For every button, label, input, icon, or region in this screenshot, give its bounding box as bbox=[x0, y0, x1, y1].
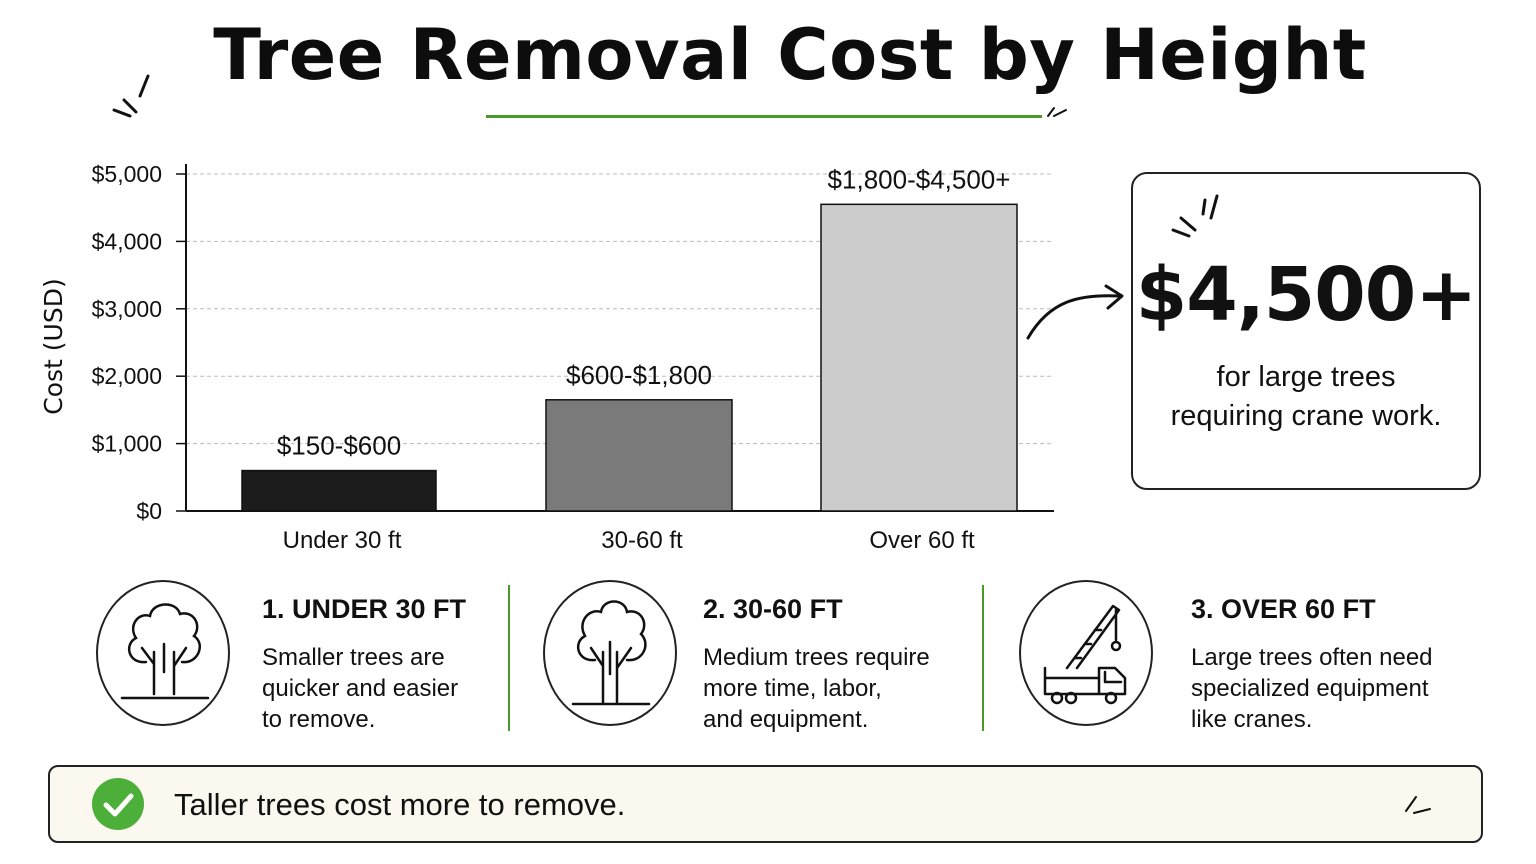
y-tick-label: $5,000 bbox=[92, 161, 162, 187]
description-line: Large trees often need bbox=[1191, 644, 1433, 671]
description-line: like cranes. bbox=[1191, 706, 1313, 733]
bar-chart: $0 $1,000 $2,000 $3,000 $4,000 $5,000 Cost (US… bbox=[39, 161, 1054, 554]
checkmark-icon bbox=[92, 778, 144, 830]
crane-truck-icon bbox=[1019, 580, 1153, 726]
category-30-60ft: 2. 30-60 FT Medium trees require more ti… bbox=[543, 580, 963, 735]
bar bbox=[241, 469, 437, 512]
summary-banner: Taller trees cost more to remove. bbox=[48, 765, 1483, 843]
sparkle-decoration-left bbox=[112, 74, 150, 118]
title-underline bbox=[486, 115, 1042, 118]
callout-box: $4,500+ for large trees requiring crane … bbox=[1131, 172, 1481, 490]
description-line: to remove. bbox=[262, 706, 376, 733]
description-line: Smaller trees are bbox=[262, 644, 445, 671]
column-divider bbox=[982, 585, 984, 731]
page-title: Tree Removal Cost by Height bbox=[213, 14, 1367, 96]
data-label: $600-$1,800 bbox=[566, 360, 712, 390]
arrow-to-callout-icon bbox=[1026, 284, 1124, 340]
category-description: Medium trees require more time, labor, a… bbox=[703, 642, 963, 735]
y-tick-label: $3,000 bbox=[92, 296, 162, 322]
description-line: Medium trees require bbox=[703, 644, 930, 671]
x-tick-label: 30-60 ft bbox=[601, 527, 683, 554]
description-line: and equipment. bbox=[703, 706, 869, 733]
callout-text: for large trees requiring crane work. bbox=[1133, 358, 1479, 436]
data-label: $1,800-$4,500+ bbox=[828, 164, 1011, 194]
category-title: 2. 30-60 FT bbox=[703, 594, 843, 624]
column-divider bbox=[508, 585, 510, 731]
sparkle-decoration-title bbox=[1047, 107, 1067, 117]
y-tick-label: $1,000 bbox=[92, 431, 162, 457]
bar bbox=[545, 399, 733, 512]
tree-icon bbox=[96, 580, 230, 726]
category-title: 3. OVER 60 FT bbox=[1191, 594, 1376, 624]
category-description: Large trees often need specialized equip… bbox=[1191, 642, 1451, 735]
y-tick-label: $0 bbox=[136, 498, 162, 524]
data-label: $150-$600 bbox=[277, 431, 401, 461]
tree-icon bbox=[543, 580, 677, 726]
description-line: more time, labor, bbox=[703, 675, 882, 702]
category-title: 1. UNDER 30 FT bbox=[262, 594, 467, 624]
sparkle-decoration-footer bbox=[1405, 796, 1431, 814]
x-tick-label: Under 30 ft bbox=[283, 527, 402, 554]
callout-text-line: for large trees bbox=[1216, 361, 1396, 393]
category-under-30ft: 1. UNDER 30 FT Smaller trees are quicker… bbox=[96, 580, 496, 733]
x-tick-label: Over 60 ft bbox=[869, 527, 975, 554]
summary-text: Taller trees cost more to remove. bbox=[174, 787, 626, 822]
y-axis-label: Cost (USD) bbox=[39, 278, 68, 414]
callout-value: $4,500+ bbox=[1135, 252, 1478, 338]
callout-text-line: requiring crane work. bbox=[1170, 400, 1442, 432]
y-tick-label: $4,000 bbox=[92, 228, 162, 254]
sparkle-decoration-callout bbox=[1171, 194, 1219, 238]
category-description: Smaller trees are quicker and easier to … bbox=[262, 642, 502, 735]
bar bbox=[820, 203, 1018, 512]
description-line: specialized equipment bbox=[1191, 675, 1429, 702]
description-line: quicker and easier bbox=[262, 675, 459, 702]
y-tick-label: $2,000 bbox=[92, 363, 162, 389]
category-over-60ft: 3. OVER 60 FT Large trees often need spe… bbox=[1019, 580, 1439, 733]
